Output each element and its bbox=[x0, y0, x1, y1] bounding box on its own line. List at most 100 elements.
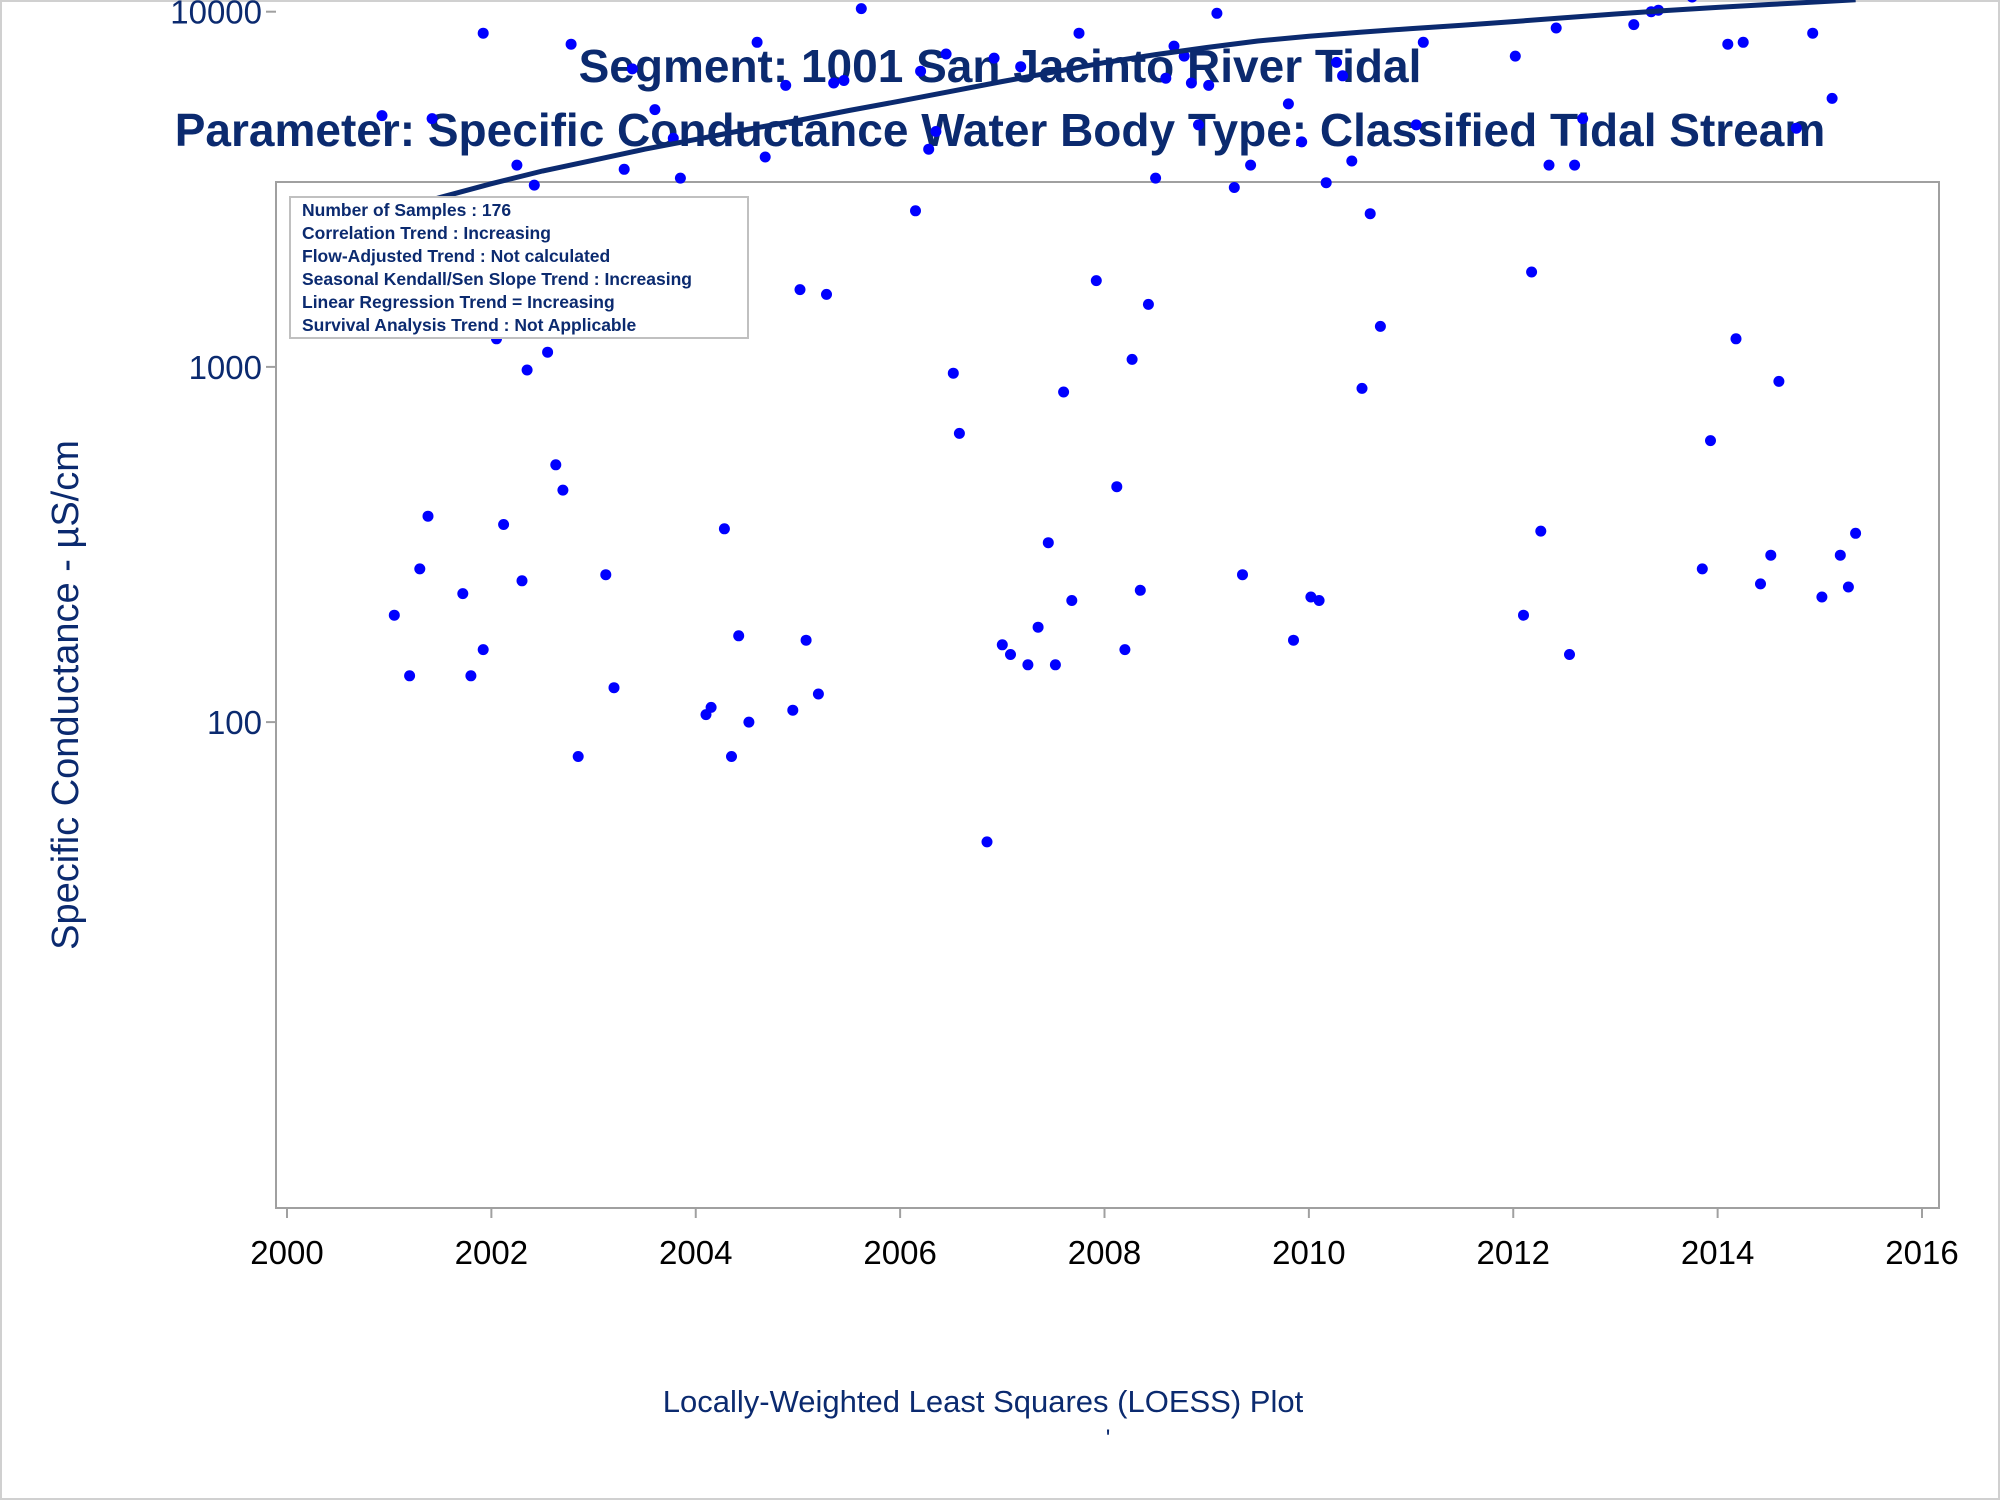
data-point bbox=[930, 126, 942, 137]
data-point bbox=[1834, 549, 1846, 561]
data-point bbox=[674, 172, 686, 184]
data-point bbox=[618, 163, 630, 175]
data-point bbox=[1577, 113, 1589, 125]
data-point bbox=[1119, 644, 1131, 656]
data-point bbox=[1168, 40, 1180, 52]
data-point bbox=[521, 364, 533, 376]
data-point bbox=[1705, 435, 1716, 447]
data-point bbox=[1282, 98, 1294, 110]
data-point bbox=[376, 110, 388, 122]
data-point bbox=[1320, 177, 1332, 189]
data-point bbox=[733, 630, 745, 642]
data-point bbox=[1550, 22, 1562, 34]
plot-area-border bbox=[275, 181, 1940, 1209]
data-point bbox=[981, 836, 993, 848]
data-point bbox=[1826, 92, 1838, 104]
data-point bbox=[1807, 27, 1819, 39]
data-point bbox=[426, 113, 438, 125]
data-point bbox=[1417, 36, 1429, 48]
data-point bbox=[1193, 119, 1204, 131]
data-point bbox=[1337, 70, 1349, 82]
x-tick-label: 2016 bbox=[1885, 1234, 1958, 1271]
data-point bbox=[1042, 537, 1054, 549]
data-point bbox=[1288, 634, 1299, 646]
data-point bbox=[787, 704, 799, 716]
data-point bbox=[1346, 155, 1358, 167]
x-tick-label: 2002 bbox=[455, 1234, 528, 1271]
annotation-box-border bbox=[289, 196, 749, 339]
annotation-line: Linear Regression Trend = Increasing bbox=[302, 292, 615, 312]
data-point bbox=[1737, 36, 1749, 48]
data-point bbox=[800, 634, 812, 646]
x-tick-label: 2014 bbox=[1681, 1234, 1754, 1271]
y-axis: 100 1000 10000 bbox=[170, 0, 276, 741]
data-point bbox=[1364, 208, 1376, 220]
data-point bbox=[528, 179, 540, 191]
chart-subtitle: Parameter: Specific Conductance Water Bo… bbox=[175, 104, 1826, 156]
data-point bbox=[759, 151, 771, 163]
data-point bbox=[940, 48, 952, 60]
data-point bbox=[1305, 591, 1317, 603]
chart-footnote: Locally-Weighted Least Squares (LOESS) P… bbox=[663, 1384, 1304, 1419]
data-point bbox=[1374, 320, 1386, 332]
data-point bbox=[953, 427, 965, 439]
data-point bbox=[743, 716, 755, 728]
data-point bbox=[828, 77, 840, 89]
data-point bbox=[1850, 527, 1862, 539]
data-point bbox=[1730, 333, 1742, 345]
data-point bbox=[947, 367, 959, 379]
data-point bbox=[565, 38, 577, 50]
data-point bbox=[780, 79, 792, 91]
data-point bbox=[1142, 298, 1154, 310]
x-axis: 2000 2002 2004 2006 2008 2010 2012 2014 2016 bbox=[250, 1208, 1959, 1271]
data-point bbox=[1228, 182, 1240, 193]
data-point bbox=[572, 751, 584, 762]
data-point bbox=[1569, 159, 1581, 171]
data-point bbox=[915, 65, 927, 77]
data-point bbox=[751, 36, 763, 48]
data-point bbox=[477, 644, 489, 656]
data-point bbox=[1005, 649, 1016, 660]
data-point bbox=[910, 205, 921, 217]
x-tick-label: 2012 bbox=[1477, 1234, 1550, 1271]
y-tick-label: 1000 bbox=[189, 349, 262, 386]
annotation-line: Correlation Trend : Increasing bbox=[302, 223, 551, 243]
data-point bbox=[1765, 549, 1777, 561]
data-point bbox=[404, 670, 416, 682]
data-point bbox=[477, 27, 489, 39]
data-point bbox=[705, 701, 717, 713]
data-point bbox=[1564, 649, 1575, 660]
annotation-line: Seasonal Kendall/Sen Slope Trend : Incre… bbox=[302, 269, 692, 289]
data-point bbox=[1526, 266, 1538, 278]
data-point bbox=[1015, 61, 1027, 73]
data-point bbox=[718, 523, 730, 535]
data-point bbox=[1126, 353, 1138, 365]
data-point bbox=[1090, 275, 1102, 287]
data-point bbox=[1535, 525, 1547, 537]
data-point bbox=[1185, 77, 1197, 89]
data-point bbox=[821, 288, 832, 300]
data-point bbox=[649, 104, 661, 116]
footnote-mark: ' bbox=[1106, 1425, 1111, 1452]
data-point bbox=[1313, 595, 1325, 606]
data-point bbox=[1687, 0, 1697, 3]
data-point bbox=[1331, 56, 1342, 68]
data-point bbox=[1773, 375, 1785, 387]
data-point bbox=[1518, 609, 1529, 621]
data-point bbox=[550, 459, 562, 471]
x-tick-label: 2010 bbox=[1272, 1234, 1345, 1271]
data-point bbox=[1111, 481, 1123, 493]
data-point bbox=[1134, 584, 1146, 596]
data-point bbox=[794, 284, 806, 296]
data-point bbox=[1211, 7, 1223, 19]
data-point bbox=[457, 588, 469, 600]
data-point bbox=[1696, 563, 1708, 575]
data-point bbox=[516, 575, 528, 587]
data-point bbox=[511, 159, 523, 171]
data-point bbox=[1296, 136, 1308, 148]
data-point bbox=[542, 346, 554, 358]
data-point bbox=[1410, 119, 1422, 131]
loess-trend-line bbox=[342, 0, 1856, 229]
